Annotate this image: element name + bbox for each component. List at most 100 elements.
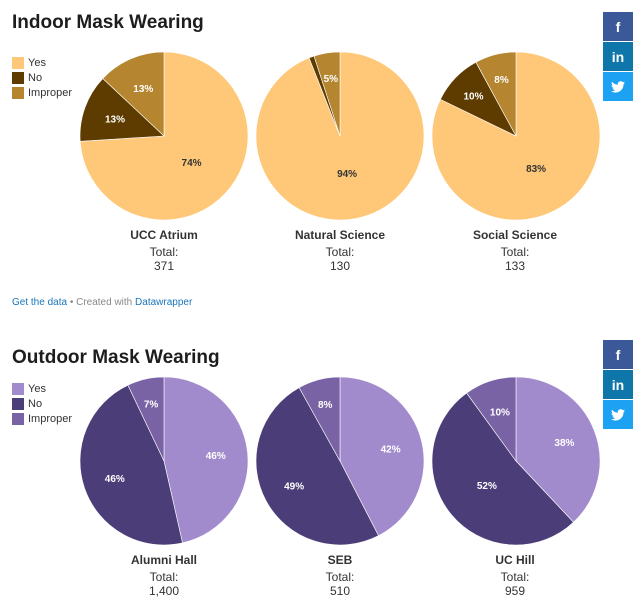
- legend-item-no: No: [12, 70, 72, 85]
- legend-item-improper: Improper: [12, 411, 72, 426]
- caption-seb: SEB Total: 510: [255, 553, 425, 598]
- pie-slice-uc-hill-yes[interactable]: [515, 376, 601, 523]
- facebook-share-button[interactable]: f: [603, 12, 633, 41]
- indoor-legend: Yes No Improper: [12, 55, 72, 100]
- legend-label-no: No: [28, 397, 43, 410]
- caption-ucc-atrium: UCC Atrium Total: 371: [79, 228, 249, 273]
- total-value-natural-science: 130: [329, 259, 351, 273]
- total-label: Total:: [149, 570, 179, 584]
- outdoor-pie-charts: 46% 46% 7% 42% 49% 8% 38% 52% 10%: [79, 376, 601, 546]
- pie-slice-alumni-hall-improper[interactable]: [127, 376, 165, 462]
- pie-label-social-science-improper: 8%: [494, 75, 509, 86]
- pie-label-ucc-atrium-yes: 74%: [182, 158, 202, 169]
- pie-slice-seb-improper[interactable]: [298, 376, 341, 463]
- pie-label-natural-science-yes: 94%: [337, 169, 357, 180]
- facebook-share-button[interactable]: f: [603, 340, 633, 369]
- outdoor-title: Outdoor Mask Wearing: [12, 347, 220, 368]
- pie-label-uc-hill-improper: 10%: [490, 407, 510, 418]
- legend-swatch-yes: [12, 56, 24, 69]
- linkedin-icon: in: [611, 48, 625, 65]
- chart-name-alumni-hall: Alumni Hall: [130, 553, 197, 567]
- legend-label-improper: Improper: [28, 86, 73, 99]
- pie-slice-ucc-atrium-improper[interactable]: [102, 51, 165, 137]
- legend-label-no: No: [28, 71, 43, 84]
- legend-swatch-improper: [12, 412, 24, 425]
- get-data-link[interactable]: Get the data: [12, 297, 68, 308]
- legend-label-yes: Yes: [28, 56, 46, 69]
- legend-swatch-no: [12, 397, 24, 410]
- caption-uc-hill: UC Hill Total: 959: [430, 553, 600, 598]
- caption-alumni-hall: Alumni Hall Total: 1,400: [79, 553, 249, 598]
- total-label: Total:: [149, 245, 179, 259]
- pie-slice-ucc-atrium-no[interactable]: [79, 78, 165, 142]
- legend-swatch-no: [12, 71, 24, 84]
- footer-separator: • Created with: [67, 297, 136, 308]
- pie-label-seb-no: 49%: [284, 482, 304, 493]
- pie-slice-uc-hill-improper[interactable]: [466, 376, 517, 462]
- caption-natural-science: Natural Science Total: 130: [255, 228, 425, 273]
- total-value-social-science: 133: [504, 259, 526, 273]
- pie-slice-natural-science-improper[interactable]: [313, 51, 341, 137]
- pie-label-ucc-atrium-improper: 13%: [133, 84, 153, 95]
- datawrapper-link[interactable]: Datawrapper: [135, 297, 193, 308]
- pie-label-seb-improper: 8%: [318, 400, 333, 411]
- total-label: Total:: [325, 245, 355, 259]
- pie-label-alumni-hall-no: 46%: [105, 474, 125, 485]
- pie-label-ucc-atrium-no: 13%: [105, 114, 125, 125]
- pie-label-social-science-no: 10%: [463, 91, 483, 102]
- pie-label-alumni-hall-yes: 46%: [206, 451, 226, 462]
- chart-name-uc-hill: UC Hill: [495, 553, 535, 567]
- indoor-section: Indoor Mask Wearing Yes No Improper f in…: [12, 12, 633, 308]
- total-label: Total:: [500, 245, 530, 259]
- facebook-icon: f: [615, 18, 621, 35]
- outdoor-section: Outdoor Mask Wearing Yes No Improper f i…: [0, 335, 640, 610]
- indoor-pie-charts: 74% 13% 13% 94% 5% 83% 10% 8%: [79, 51, 601, 221]
- caption-social-science: Social Science Total: 133: [430, 228, 600, 273]
- pie-label-seb-yes: 42%: [381, 445, 401, 456]
- legend-item-yes: Yes: [12, 55, 72, 70]
- legend-item-no: No: [12, 396, 72, 411]
- pie-slice-seb-no[interactable]: [255, 387, 379, 546]
- legend-label-improper: Improper: [28, 412, 73, 425]
- total-value-uc-hill: 959: [504, 584, 526, 598]
- pie-slice-alumni-hall-yes[interactable]: [163, 376, 249, 544]
- legend-label-yes: Yes: [28, 382, 46, 395]
- pie-label-uc-hill-no: 52%: [477, 481, 497, 492]
- total-label: Total:: [500, 570, 530, 584]
- linkedin-share-button[interactable]: in: [603, 42, 633, 71]
- chart-name-ucc-atrium: UCC Atrium: [130, 228, 198, 242]
- pie-slice-alumni-hall-no[interactable]: [79, 384, 183, 546]
- facebook-icon: f: [615, 346, 621, 363]
- legend-item-yes: Yes: [12, 381, 72, 396]
- total-value-ucc-atrium: 371: [153, 259, 175, 273]
- pie-label-uc-hill-yes: 38%: [554, 438, 574, 449]
- twitter-share-button[interactable]: [603, 72, 633, 101]
- total-value-alumni-hall: 1,400: [148, 584, 180, 598]
- linkedin-icon: in: [611, 376, 625, 393]
- indoor-share-bar: f in: [603, 12, 633, 102]
- pie-label-natural-science-improper: 5%: [324, 74, 339, 85]
- legend-item-improper: Improper: [12, 85, 72, 100]
- outdoor-share-bar: f in: [603, 340, 633, 430]
- pie-slice-natural-science-yes[interactable]: [255, 51, 425, 221]
- indoor-title: Indoor Mask Wearing: [12, 12, 204, 33]
- chart-name-seb: SEB: [327, 553, 353, 567]
- linkedin-share-button[interactable]: in: [603, 370, 633, 399]
- outdoor-legend: Yes No Improper: [12, 381, 72, 426]
- pie-label-alumni-hall-improper: 7%: [144, 400, 159, 411]
- total-value-seb: 510: [329, 584, 351, 598]
- pie-label-social-science-yes: 83%: [526, 164, 546, 175]
- pie-slice-uc-hill-no[interactable]: [431, 392, 574, 546]
- chart-name-social-science: Social Science: [472, 228, 558, 242]
- pie-slice-social-science-improper[interactable]: [475, 51, 517, 137]
- pie-slice-seb-yes[interactable]: [339, 376, 425, 537]
- legend-swatch-yes: [12, 382, 24, 395]
- twitter-icon: [611, 408, 625, 421]
- total-label: Total:: [325, 570, 355, 584]
- twitter-icon: [611, 80, 625, 93]
- legend-swatch-improper: [12, 86, 24, 99]
- twitter-share-button[interactable]: [603, 400, 633, 429]
- footer: Get the data • Created with Datawrapper: [12, 297, 192, 308]
- pie-slice-social-science-yes[interactable]: [431, 51, 601, 221]
- chart-name-natural-science: Natural Science: [294, 228, 386, 242]
